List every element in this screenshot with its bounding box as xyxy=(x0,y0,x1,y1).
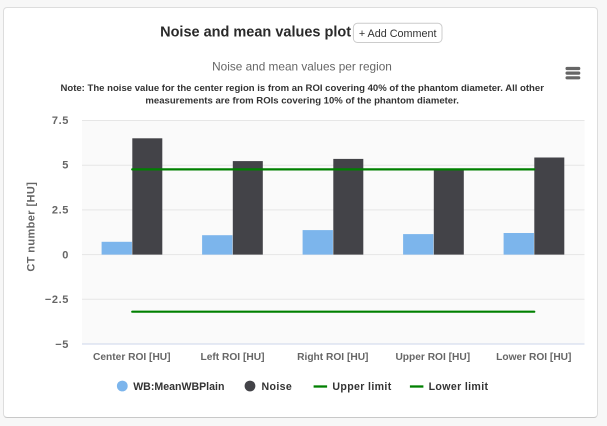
svg-text:Noise and mean values plot: Noise and mean values plot xyxy=(160,25,351,41)
svg-text:+ Add Comment: + Add Comment xyxy=(359,28,437,40)
svg-text:Note: The noise value for the: Note: The noise value for the center reg… xyxy=(60,83,544,94)
svg-text:0: 0 xyxy=(62,249,69,261)
svg-text:Upper ROI [HU]: Upper ROI [HU] xyxy=(395,352,470,363)
svg-text:Right ROI [HU]: Right ROI [HU] xyxy=(297,352,368,363)
svg-text:CT number [HU]: CT number [HU] xyxy=(26,182,38,272)
svg-text:measurements are from ROIs cov: measurements are from ROIs covering 10% … xyxy=(145,95,459,106)
svg-text:Lower limit: Lower limit xyxy=(429,381,489,393)
svg-text:Center ROI [HU]: Center ROI [HU] xyxy=(93,352,171,363)
svg-text:Left ROI [HU]: Left ROI [HU] xyxy=(201,352,265,363)
svg-text:Noise and mean values per regi: Noise and mean values per region xyxy=(212,59,392,73)
svg-text:Noise: Noise xyxy=(262,381,293,393)
svg-text:−5: −5 xyxy=(55,339,69,351)
svg-text:7.5: 7.5 xyxy=(52,115,69,127)
svg-text:−2.5: −2.5 xyxy=(45,294,69,306)
svg-text:2.5: 2.5 xyxy=(52,205,69,217)
svg-text:WB:MeanWBPlain: WB:MeanWBPlain xyxy=(133,381,224,393)
svg-text:5: 5 xyxy=(62,160,69,172)
svg-text:Lower ROI [HU]: Lower ROI [HU] xyxy=(496,352,571,363)
svg-text:Upper limit: Upper limit xyxy=(332,381,391,393)
